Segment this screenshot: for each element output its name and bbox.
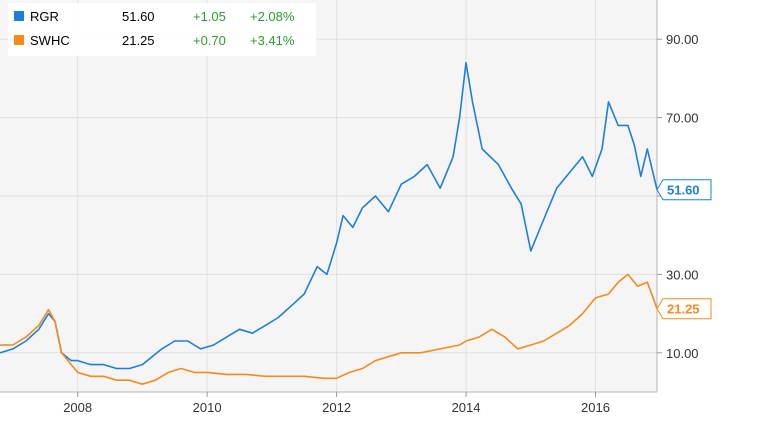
legend-row-rgr: RGR 51.60 +1.05 +2.08% — [14, 9, 295, 24]
y-tick-label: 70.00 — [666, 111, 699, 126]
legend-background — [8, 3, 316, 56]
price-tag-swhc: 21.25 — [656, 298, 712, 320]
legend-last-rgr: 51.60 — [122, 9, 155, 24]
price-tag-value: 51.60 — [667, 183, 700, 198]
legend-name-swhc: SWHC — [30, 33, 70, 48]
legend-swatch-rgr — [14, 11, 24, 21]
y-tick-label: 10.00 — [666, 346, 699, 361]
series-lines — [0, 61, 658, 386]
series-line-rgr — [0, 61, 658, 370]
legend-name-rgr: RGR — [30, 9, 59, 24]
legend-row-swhc: SWHC 21.25 +0.70 +3.41% — [14, 33, 295, 48]
legend-change-rgr: +1.05 — [193, 9, 226, 24]
y-tick-label: 90.00 — [666, 32, 699, 47]
y-axis-ticks: 10.00 30.00 70.00 90.00 — [657, 32, 699, 361]
x-tick-label: 2012 — [322, 400, 351, 415]
price-tag-box — [656, 179, 712, 201]
last-price-tags: 51.60 21.25 — [656, 179, 712, 320]
x-tick-label: 2016 — [581, 400, 610, 415]
legend: RGR 51.60 +1.05 +2.08% SWHC 21.25 +0.70 … — [8, 3, 316, 56]
price-tag-value: 21.25 — [667, 302, 700, 317]
x-axis-ticks: 2008 2010 2012 2014 2016 — [63, 392, 610, 415]
x-tick-label: 2010 — [193, 400, 222, 415]
x-tick-label: 2008 — [63, 400, 92, 415]
legend-swatch-swhc — [14, 35, 24, 45]
legend-change-pct-rgr: +2.08% — [250, 9, 295, 24]
series-line-swhc — [0, 273, 658, 386]
x-tick-label: 2014 — [452, 400, 481, 415]
price-tag-rgr: 51.60 — [656, 179, 712, 201]
legend-change-pct-swhc: +3.41% — [250, 33, 295, 48]
price-tag-box — [656, 298, 712, 320]
legend-last-swhc: 21.25 — [122, 33, 155, 48]
y-tick-label: 30.00 — [666, 267, 699, 282]
legend-change-swhc: +0.70 — [193, 33, 226, 48]
